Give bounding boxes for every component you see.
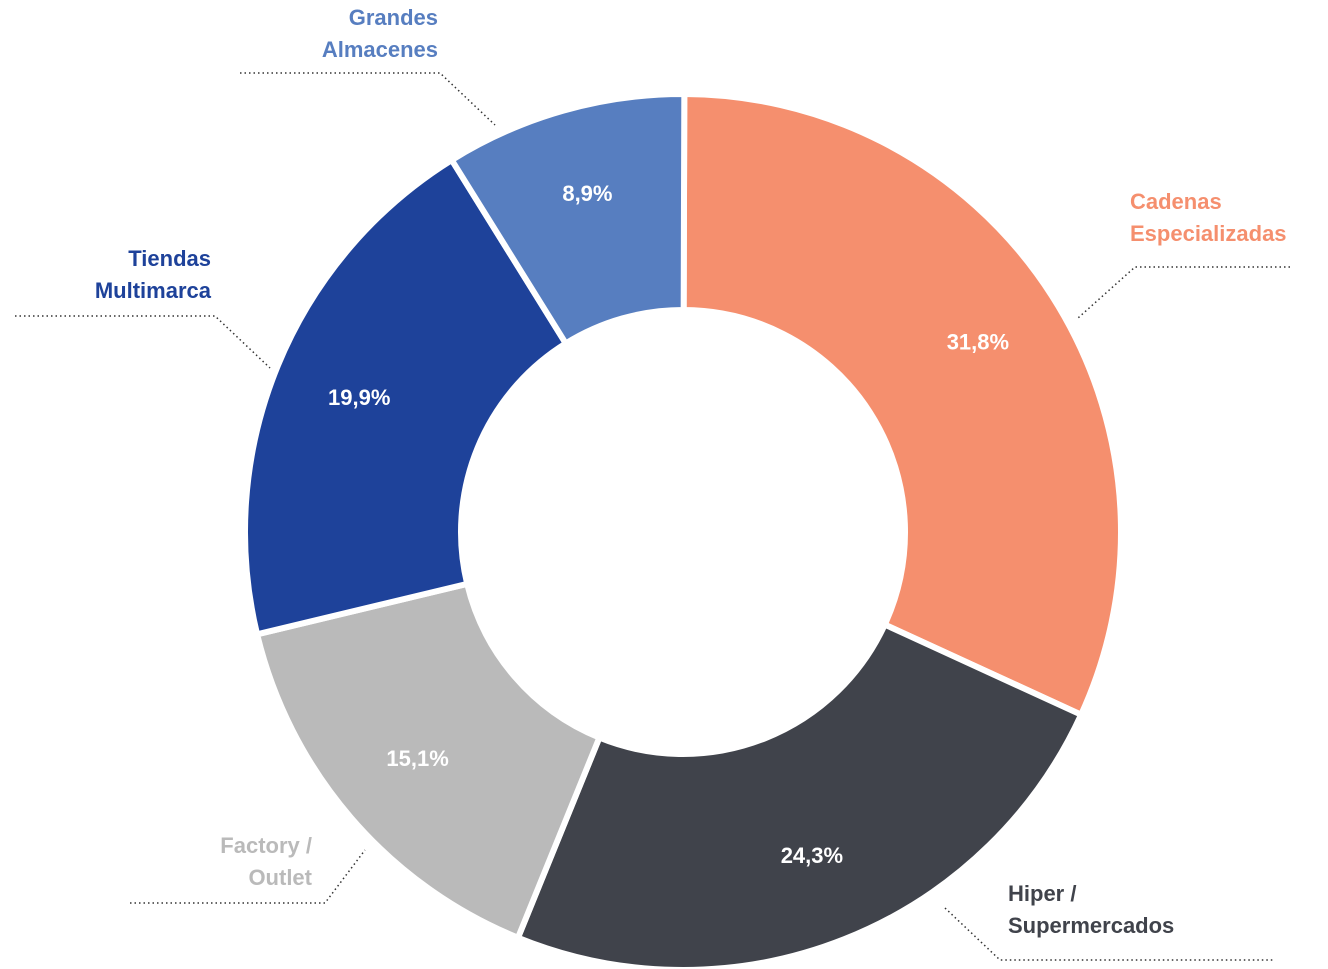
category-label: Hiper / Supermercados	[1008, 881, 1175, 938]
value-label: 8,9%	[562, 181, 612, 206]
category-label: Grandes Almacenes	[321, 5, 438, 62]
slice	[253, 580, 604, 942]
category-label: Cadenas Especializadas	[1130, 189, 1287, 246]
slice	[242, 155, 570, 638]
value-label: 31,8%	[947, 329, 1009, 354]
value-label: 15,1%	[386, 746, 448, 771]
leader-line	[130, 849, 366, 904]
slice	[680, 90, 1124, 719]
leader-line	[15, 315, 271, 369]
value-label: 19,9%	[328, 385, 390, 410]
category-label: Factory / Outlet	[220, 833, 312, 890]
slice	[447, 91, 688, 348]
category-label: Tiendas Multimarca	[94, 246, 211, 303]
value-label: 24,3%	[781, 843, 843, 868]
slice	[514, 620, 1086, 969]
leader-line	[1077, 266, 1290, 319]
leader-line	[240, 72, 496, 126]
